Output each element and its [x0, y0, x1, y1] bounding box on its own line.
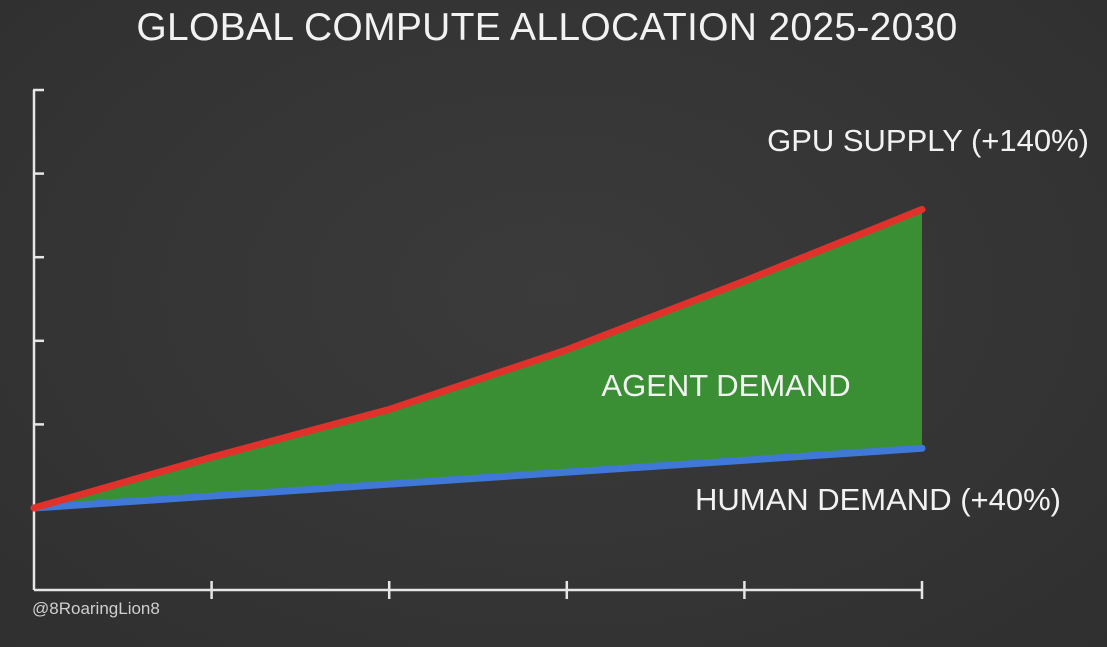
chart-title: GLOBAL COMPUTE ALLOCATION 2025-2030	[136, 6, 958, 49]
watermark: @8RoaringLion8	[32, 599, 160, 618]
gpu-supply-line	[30, 205, 926, 512]
series-label-gpu-supply: GPU SUPPLY (+140%)	[767, 123, 1089, 158]
agent-demand-area	[34, 209, 922, 508]
human-demand-line	[30, 444, 926, 512]
series-label-human-demand: HUMAN DEMAND (+40%)	[695, 482, 1061, 517]
area-label-agent-demand: AGENT DEMAND	[601, 368, 850, 403]
